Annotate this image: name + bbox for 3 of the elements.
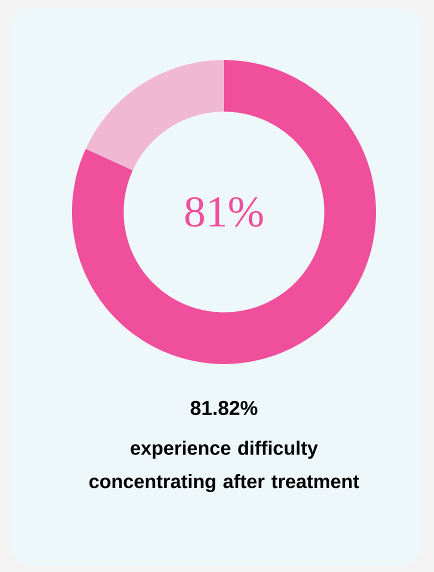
text: 81% xyxy=(185,197,263,227)
text: experience difficulty concentrating after treatment xyxy=(89,440,360,492)
text: 81.82% xyxy=(190,400,258,416)
